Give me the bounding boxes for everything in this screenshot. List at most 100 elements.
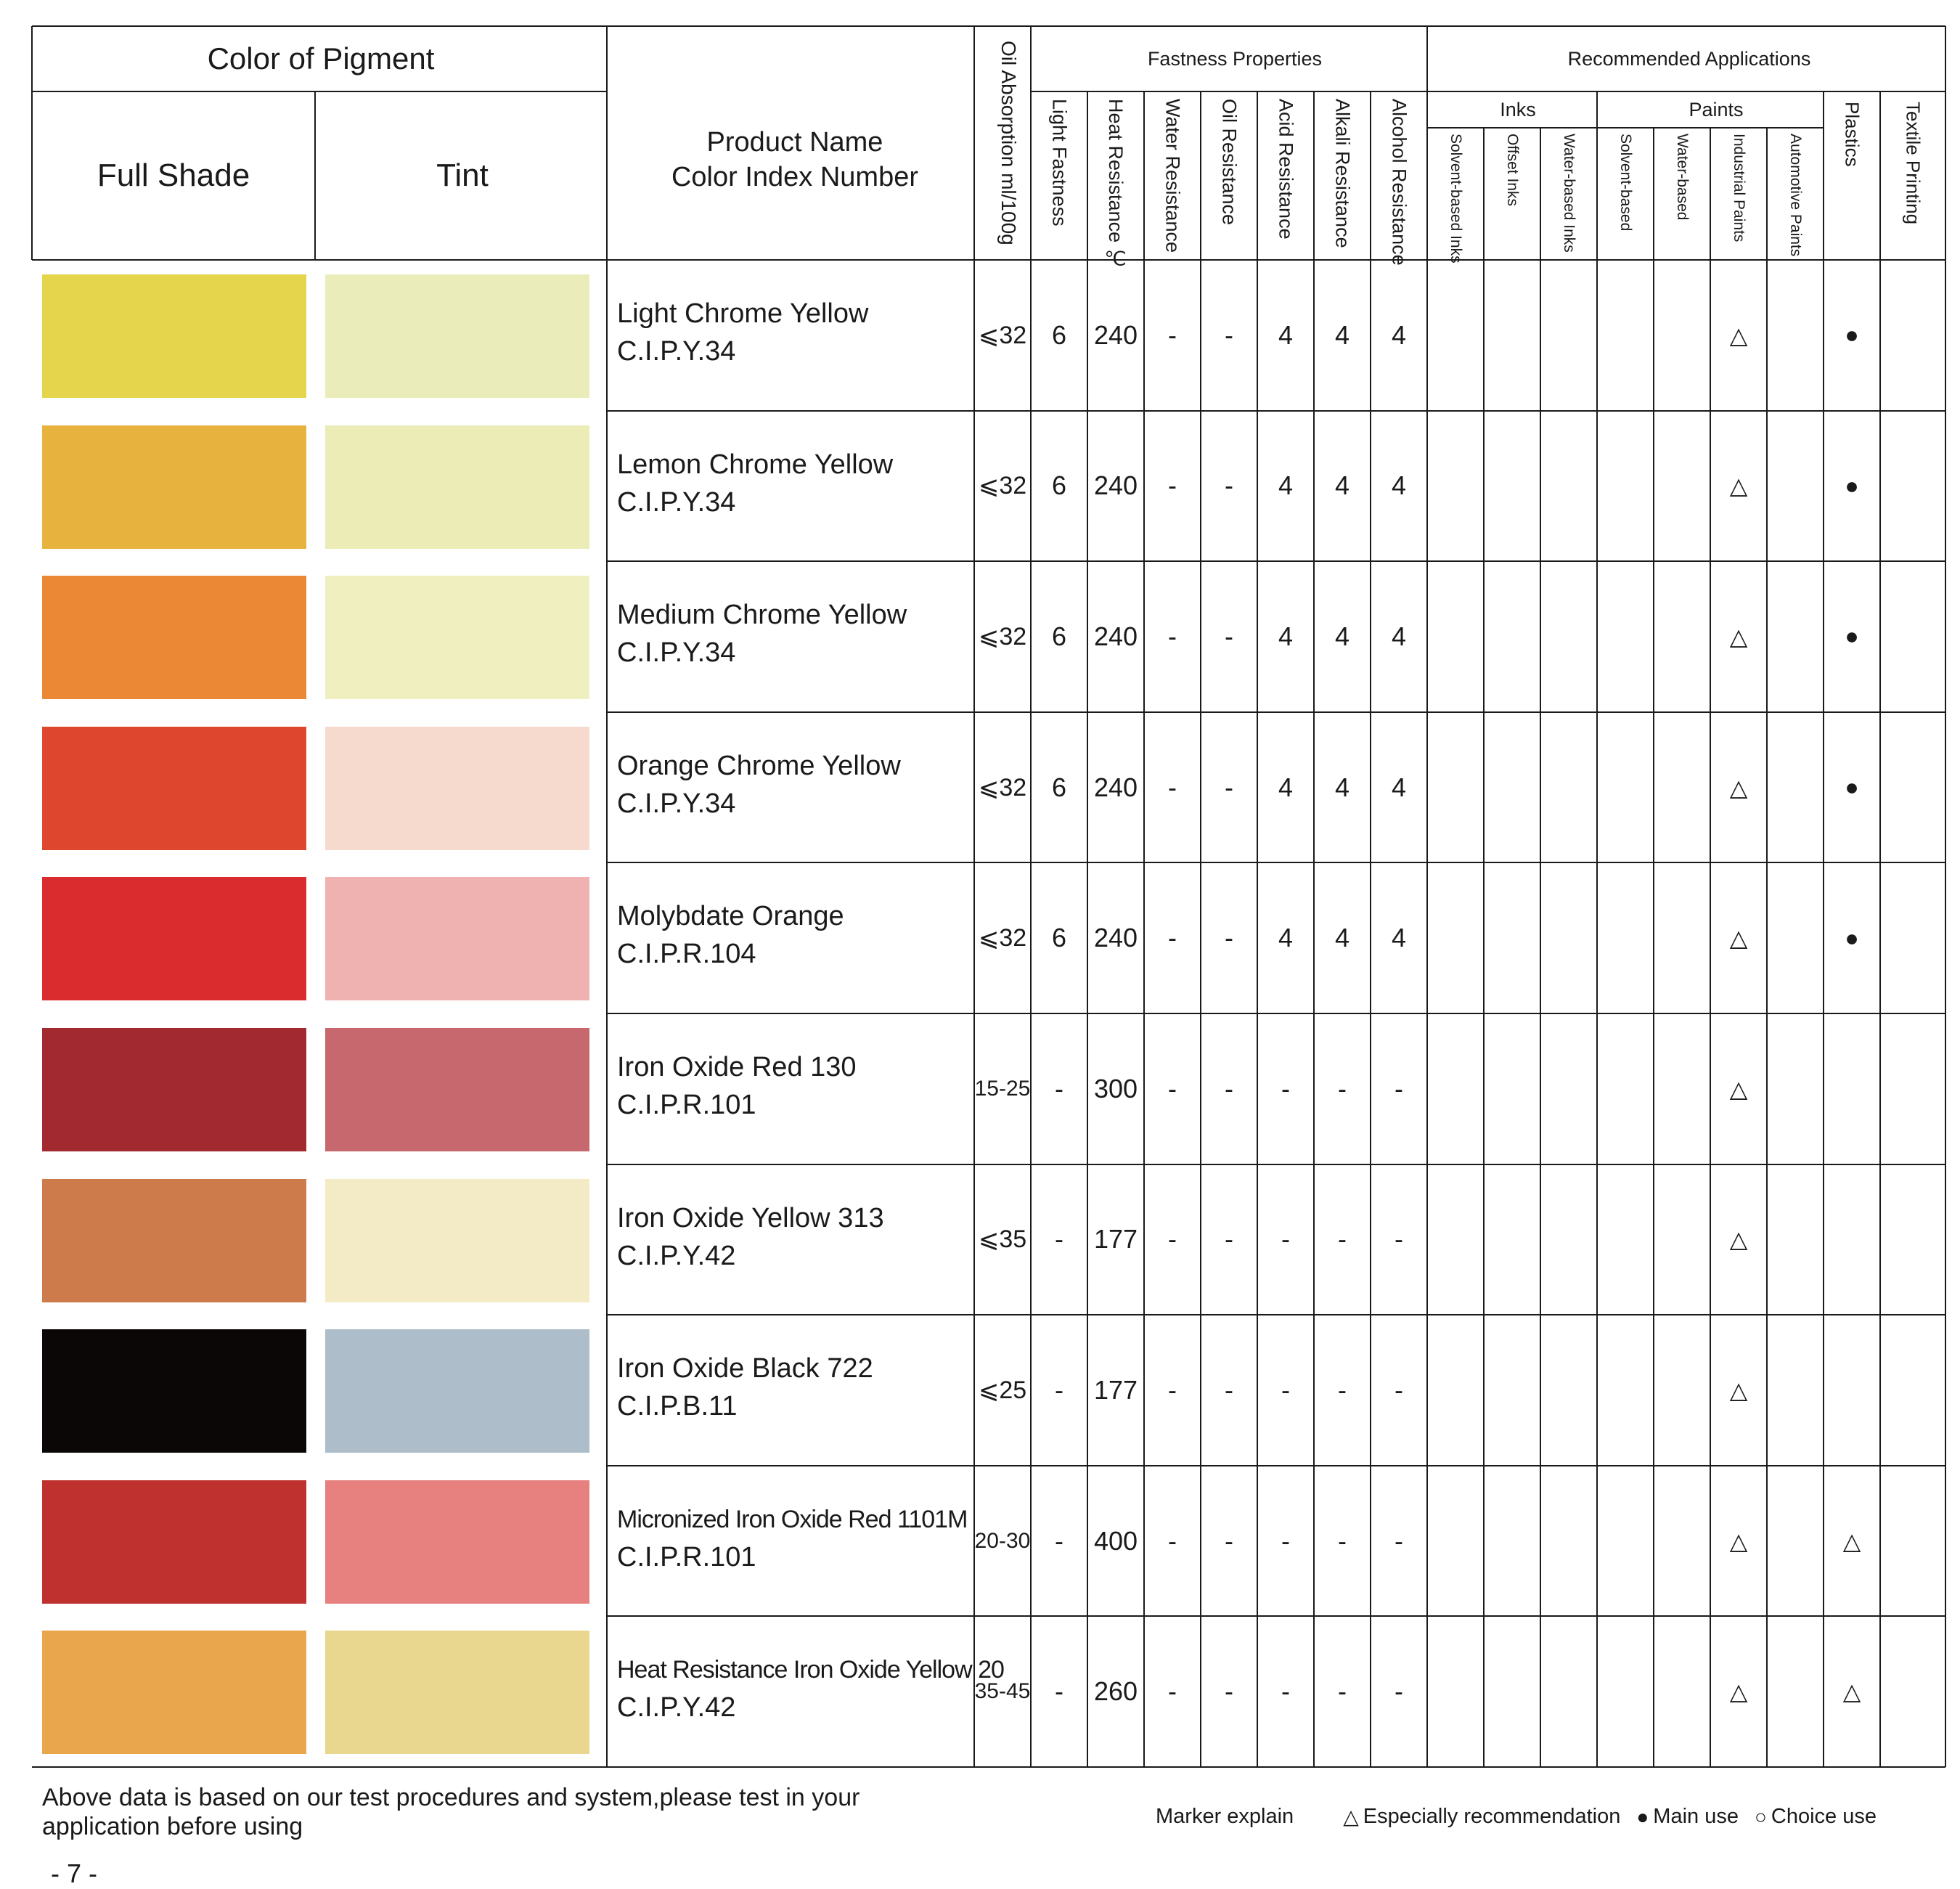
application-header-3: Solvent-based — [1597, 134, 1654, 260]
product-name: Molybdate Orange — [617, 901, 844, 932]
color-index-number: C.I.P.Y.34 — [617, 486, 736, 518]
fastness-value-alcohol: 4 — [1391, 621, 1407, 651]
product-name: Light Chrome Yellow — [617, 298, 869, 329]
oil-absorption-value: ⩽32 — [978, 321, 1027, 349]
fastness-col-divider — [1257, 91, 1258, 1767]
color-index-number: C.I.P.R.101 — [617, 1541, 756, 1572]
plastics-marker: ● — [1845, 472, 1859, 499]
tint-header: Tint — [436, 158, 489, 193]
fastness-value-oilres: - — [1225, 772, 1233, 802]
fastness-value-light: 6 — [1051, 621, 1067, 651]
fastness-value-light: - — [1055, 1073, 1063, 1103]
fastness-value-acid: 4 — [1278, 621, 1294, 651]
fastness-header-6-label: Alcohol Resistance — [1388, 99, 1410, 266]
fastness-value-alkali: - — [1338, 1073, 1347, 1103]
product-name: Micronized Iron Oxide Red 1101M — [617, 1505, 968, 1533]
fastness-left-border — [1030, 26, 1032, 1767]
application-col-divider — [1540, 128, 1541, 1767]
paints-header: Paints — [1689, 98, 1744, 121]
fastness-value-heat: 260 — [1093, 1676, 1138, 1707]
fastness-value-alcohol: - — [1395, 1374, 1403, 1405]
fastness-value-alkali: - — [1338, 1374, 1347, 1405]
group-header-divider — [1031, 91, 1945, 92]
fastness-value-alcohol: - — [1395, 1525, 1403, 1556]
fastness-value-acid: - — [1281, 1525, 1290, 1556]
product-name-label: Product Name — [706, 127, 883, 158]
footer-note-line2: application before using — [42, 1813, 303, 1840]
color-index-number: C.I.P.R.104 — [617, 939, 756, 970]
product-cell: Micronized Iron Oxide Red 1101M C.I.P.R.1… — [617, 1501, 968, 1576]
fastness-value-water: - — [1168, 772, 1177, 802]
fastness-value-oilres: - — [1225, 923, 1233, 953]
product-name: Lemon Chrome Yellow — [617, 449, 894, 480]
application-header-0-label: Solvent-based Inks — [1447, 134, 1464, 264]
color-index-label: Color Index Number — [671, 162, 919, 192]
fastness-value-heat: 177 — [1093, 1224, 1138, 1254]
marker-legend: Marker explain △ Especially recommendati… — [1156, 1805, 1877, 1829]
fastness-value-water: - — [1168, 470, 1177, 501]
textile-printing-header: Textile Printing — [1880, 102, 1945, 260]
industrial-paints-marker: △ — [1729, 473, 1748, 499]
right-border — [1945, 26, 1946, 1767]
row-divider — [607, 1464, 1945, 1466]
color-header-divider — [32, 91, 607, 92]
product-name: Heat Resistance Iron Oxide Yellow 20 — [617, 1656, 1005, 1684]
legend-main-label: Main use — [1653, 1805, 1739, 1828]
fastness-value-acid: 4 — [1278, 923, 1294, 953]
oil-absorption-label: Oil Absorption ml/100g — [997, 41, 1020, 245]
left-border-header — [31, 26, 33, 260]
product-cell: Iron Oxide Black 722 C.I.P.B.11 — [617, 1350, 873, 1425]
plastics-marker: ● — [1845, 774, 1859, 801]
industrial-paints-marker: △ — [1729, 1226, 1748, 1253]
application-header-5: Industrial Paints — [1710, 134, 1767, 260]
oil-absorption-header: Oil Absorption ml/100g — [980, 41, 1037, 258]
fastness-value-acid: 4 — [1278, 772, 1294, 802]
fastness-value-heat: 177 — [1093, 1374, 1138, 1405]
page-number: - 7 - — [51, 1859, 98, 1888]
legend-choice-label: Choice use — [1771, 1805, 1877, 1828]
full-shade-swatch — [42, 1028, 306, 1151]
oil-absorption-value: 35-45 — [974, 1679, 1031, 1704]
fastness-value-oilres: - — [1225, 1525, 1233, 1556]
industrial-paints-marker: △ — [1729, 1376, 1748, 1403]
table-top-border — [32, 25, 1945, 27]
product-cell: Iron Oxide Red 130 C.I.P.R.101 — [617, 1048, 857, 1124]
fastness-value-water: - — [1168, 923, 1177, 953]
fastness-value-oilres: - — [1225, 1374, 1233, 1405]
industrial-paints-marker: △ — [1729, 1075, 1748, 1102]
application-col-divider — [1653, 128, 1654, 1767]
color-index-number: C.I.P.Y.42 — [617, 1240, 736, 1271]
product-cell: Orange Chrome Yellow C.I.P.Y.34 — [617, 747, 901, 823]
tint-swatch — [325, 425, 589, 549]
full-shade-swatch — [42, 1178, 306, 1302]
color-index-number: C.I.P.Y.34 — [617, 637, 736, 669]
application-col-divider — [1483, 128, 1485, 1767]
filled-circle-icon: ● — [1636, 1805, 1649, 1828]
fastness-value-light: - — [1055, 1224, 1063, 1254]
swatch-area-bottom-border — [32, 1766, 607, 1768]
legend-choice-use: ○ Choice use — [1755, 1805, 1877, 1829]
fastness-value-alcohol: - — [1395, 1073, 1403, 1103]
fastness-value-alkali: - — [1338, 1224, 1347, 1254]
application-header-6: Automotive Paints — [1767, 134, 1824, 260]
tint-swatch — [325, 1028, 589, 1151]
plastics-marker: ● — [1845, 924, 1859, 951]
application-col-divider — [1879, 91, 1881, 1767]
fastness-value-light: - — [1055, 1525, 1063, 1556]
inks-header: Inks — [1500, 98, 1536, 121]
fastness-value-alkali: 4 — [1334, 772, 1350, 802]
fastness-header-2: Water Resistance — [1144, 99, 1201, 260]
oil-absorption-value: 15-25 — [974, 1076, 1031, 1101]
color-index-number: C.I.P.R.101 — [617, 1090, 756, 1120]
application-col-divider — [1710, 128, 1711, 1767]
application-header-2-label: Water-based Inks — [1561, 134, 1577, 253]
color-index-number: C.I.P.B.11 — [617, 1391, 738, 1422]
application-header-4-label: Water-based — [1674, 134, 1691, 221]
product-cell: Light Chrome Yellow C.I.P.Y.34 — [617, 295, 868, 370]
fastness-value-water: - — [1168, 1224, 1177, 1254]
oil-absorption-value: ⩽25 — [978, 1376, 1027, 1404]
industrial-paints-marker: △ — [1729, 623, 1748, 650]
tint-swatch — [325, 877, 589, 1001]
fastness-header-1: Heat Resistance ℃ — [1087, 99, 1144, 271]
fastness-value-heat: 240 — [1093, 923, 1138, 953]
